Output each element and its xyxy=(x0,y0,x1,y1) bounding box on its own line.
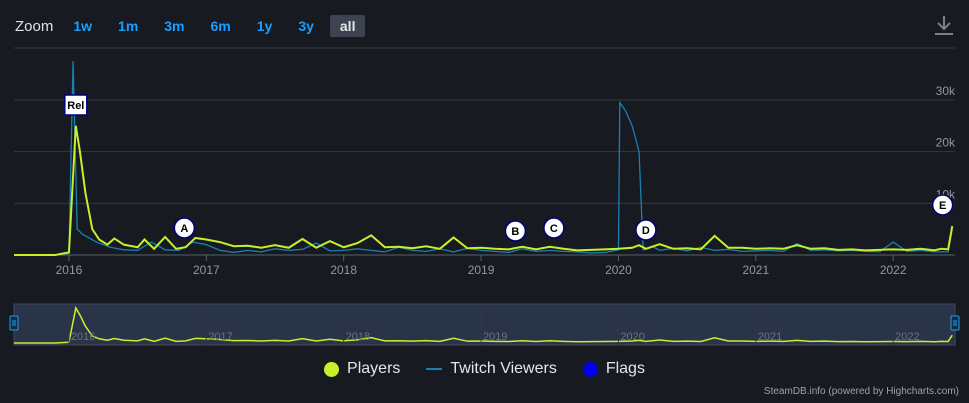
flag-a[interactable]: A xyxy=(173,217,196,239)
navigator-left-handle[interactable] xyxy=(9,315,19,331)
x-tick-label: 2019 xyxy=(468,263,495,277)
zoom-all-button[interactable]: all xyxy=(329,15,366,37)
navigator-tick-label: 2021 xyxy=(758,331,782,343)
handle-rect xyxy=(9,315,19,331)
legend: Players Twitch Viewers Flags xyxy=(0,360,969,378)
legend-label-twitch: Twitch Viewers xyxy=(450,360,557,377)
x-tick-label: 2022 xyxy=(880,263,907,277)
legend-item-twitch[interactable]: Twitch Viewers xyxy=(426,360,557,378)
zoom-1m-button[interactable]: 1m xyxy=(118,18,139,34)
flag-circle xyxy=(504,220,527,242)
navigator-players-line xyxy=(14,305,953,344)
zoom-6m-button[interactable]: 6m xyxy=(210,18,231,34)
navigator-tick-label: 2016 xyxy=(71,331,95,343)
flags-group: Rel A B C D E xyxy=(64,94,954,242)
navigator-right-handle[interactable] xyxy=(950,315,960,331)
x-tick-label: 2018 xyxy=(330,263,357,277)
navigator[interactable]: 2016 2017 2018 2019 2020 2021 2022 xyxy=(9,303,960,346)
zoom-1w-button[interactable]: 1w xyxy=(73,18,93,34)
x-tick-label: 2021 xyxy=(742,263,769,277)
legend-item-players[interactable]: Players xyxy=(324,360,400,378)
flag-e[interactable]: E xyxy=(931,194,954,216)
flag-d[interactable]: D xyxy=(635,219,657,241)
x-tick-label: 2017 xyxy=(193,263,220,277)
navigator-tick-label: 2020 xyxy=(620,331,644,343)
zoom-3y-button[interactable]: 3y xyxy=(298,18,314,34)
flag-label: E xyxy=(939,200,946,212)
flag-rel[interactable]: Rel xyxy=(64,94,88,116)
y-tick-label: 30k xyxy=(936,84,956,98)
flag-label: Rel xyxy=(67,100,84,112)
y-tick-label: 20k xyxy=(936,136,956,150)
credit-text[interactable]: SteamDB.info (powered by Highcharts.com) xyxy=(763,386,959,397)
flag-label: C xyxy=(550,223,558,235)
download-icon[interactable] xyxy=(933,14,955,36)
flag-box xyxy=(64,94,88,116)
zoom-bar: Zoom 1w 1m 3m 6m 1y 3y all xyxy=(15,13,371,39)
zoom-1y-button[interactable]: 1y xyxy=(256,18,273,34)
twitch-viewers-line xyxy=(14,61,953,256)
navigator-tick-label: 2017 xyxy=(208,331,232,343)
flag-label: D xyxy=(642,225,650,237)
players-marker-icon xyxy=(324,361,340,377)
flag-circle xyxy=(931,194,954,216)
handle-rect xyxy=(950,315,960,331)
flag-label: B xyxy=(511,226,519,238)
flag-circle xyxy=(635,219,657,241)
series-group xyxy=(14,61,954,256)
flag-b[interactable]: B xyxy=(504,220,527,242)
players-line xyxy=(14,125,954,256)
legend-label-flags: Flags xyxy=(605,360,645,377)
legend-label-players: Players xyxy=(347,360,401,377)
x-tick-label: 2016 xyxy=(56,263,83,277)
zoom-3m-button[interactable]: 3m xyxy=(164,18,185,34)
x-axis-ticks: 2016 2017 2018 2019 2020 2021 2022 xyxy=(56,255,907,277)
x-tick-label: 2020 xyxy=(605,263,632,277)
twitch-marker-icon xyxy=(426,368,443,370)
navigator-tick-label: 2018 xyxy=(346,331,370,343)
zoom-label: Zoom xyxy=(15,17,54,35)
navigator-tick-label: 2022 xyxy=(895,331,919,343)
flag-c[interactable]: C xyxy=(543,217,565,239)
grid-lines xyxy=(14,47,955,256)
flag-circle xyxy=(173,217,196,239)
flag-circle xyxy=(543,217,565,239)
navigator-window[interactable] xyxy=(13,303,956,346)
legend-item-flags[interactable]: Flags xyxy=(582,360,645,378)
flags-marker-icon xyxy=(582,361,598,377)
flag-label: A xyxy=(180,223,188,235)
navigator-tick-label: 2019 xyxy=(483,331,507,343)
